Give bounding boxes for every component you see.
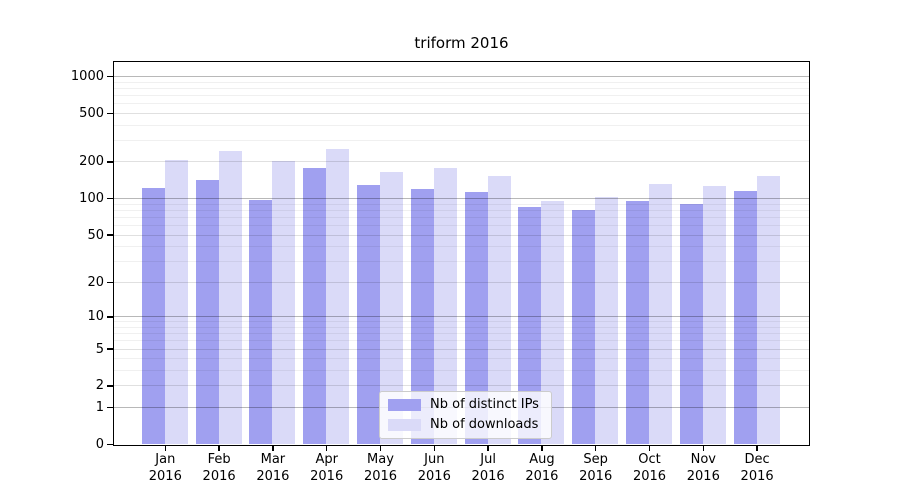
gridline xyxy=(114,139,809,141)
y-tick-mark xyxy=(107,443,113,446)
legend: Nb of distinct IPs Nb of downloads xyxy=(379,391,552,439)
y-tick-mark xyxy=(107,348,113,350)
legend-swatch-distinct-ips-icon xyxy=(388,399,421,411)
y-tick-label: 100 xyxy=(79,191,104,207)
x-tick-mark xyxy=(433,446,436,451)
x-tick-label: Oct 2016 xyxy=(632,452,667,484)
gridline xyxy=(114,87,809,89)
bar-nb-of-distinct-ips xyxy=(572,209,596,444)
x-tick-mark xyxy=(648,446,651,451)
legend-label-downloads: Nb of downloads xyxy=(430,417,539,432)
y-tick-label: 1 xyxy=(95,400,104,416)
bar-nb-of-downloads xyxy=(272,160,296,444)
gridline xyxy=(114,103,809,105)
plot-area: Nb of distinct IPs Nb of downloads xyxy=(113,61,810,446)
bar-nb-of-downloads xyxy=(433,167,457,444)
y-tick-label: 10 xyxy=(87,309,104,325)
x-tick-label: May 2016 xyxy=(363,452,398,484)
bar-nb-of-downloads xyxy=(649,183,672,444)
y-tick-mark xyxy=(107,281,113,284)
legend-label-distinct-ips: Nb of distinct IPs xyxy=(430,397,539,412)
bar-nb-of-distinct-ips xyxy=(357,185,380,444)
x-tick-label: Mar 2016 xyxy=(256,452,290,484)
bar-nb-of-distinct-ips xyxy=(410,188,434,444)
y-tick-mark xyxy=(107,197,113,200)
bar-nb-of-distinct-ips xyxy=(626,200,649,444)
bar-nb-of-downloads xyxy=(218,151,242,444)
x-tick-label: Nov 2016 xyxy=(686,452,720,484)
x-tick-mark xyxy=(702,446,705,451)
x-tick-mark xyxy=(164,446,167,451)
x-tick-mark xyxy=(379,446,382,451)
x-tick-label: Jul 2016 xyxy=(471,452,505,484)
y-tick-label: 0 xyxy=(95,437,104,452)
x-tick-label: Sep 2016 xyxy=(579,452,613,484)
y-tick-mark xyxy=(107,75,113,78)
bar-nb-of-distinct-ips xyxy=(464,192,488,444)
bar-nb-of-downloads xyxy=(595,197,619,444)
x-tick-label: Dec 2016 xyxy=(740,452,774,484)
x-tick-mark xyxy=(325,446,328,451)
x-tick-mark xyxy=(756,446,758,451)
y-tick-mark xyxy=(107,161,113,163)
gridline xyxy=(114,94,809,96)
x-tick-mark xyxy=(272,446,274,451)
y-tick-label: 200 xyxy=(79,154,104,170)
y-tick-mark xyxy=(107,316,113,318)
y-tick-label: 2 xyxy=(95,378,104,394)
x-tick-label: Feb 2016 xyxy=(202,452,236,484)
legend-item-distinct-ips: Nb of distinct IPs xyxy=(388,397,539,413)
x-tick-label: Jun 2016 xyxy=(417,452,451,484)
y-tick-label: 50 xyxy=(87,227,104,243)
x-tick-mark xyxy=(594,446,597,451)
gridline xyxy=(114,112,809,114)
x-tick-label: Aug 2016 xyxy=(525,452,559,484)
bar-nb-of-distinct-ips xyxy=(195,179,219,444)
bar-nb-of-distinct-ips xyxy=(249,200,273,444)
x-tick-mark xyxy=(487,446,489,451)
y-tick-label: 500 xyxy=(79,105,104,121)
x-tick-mark xyxy=(218,446,220,451)
bar-nb-of-distinct-ips xyxy=(679,204,703,444)
bar-nb-of-distinct-ips xyxy=(303,168,327,444)
x-tick-label: Jan 2016 xyxy=(148,452,182,484)
chart-title: triform 2016 xyxy=(414,34,509,52)
bar-nb-of-downloads xyxy=(164,159,188,444)
y-tick-label: 20 xyxy=(87,274,104,290)
bar-nb-of-downloads xyxy=(756,175,780,444)
y-tick-label: 1000 xyxy=(70,68,104,84)
bar-nb-of-downloads xyxy=(702,185,726,444)
y-tick-label: 5 xyxy=(95,341,104,357)
bar-nb-of-downloads xyxy=(380,172,403,444)
gridline xyxy=(114,124,809,126)
bar-nb-of-distinct-ips xyxy=(141,187,165,444)
bar-nb-of-distinct-ips xyxy=(518,207,542,444)
bar-nb-of-downloads xyxy=(541,200,565,444)
gridline xyxy=(114,75,809,77)
x-tick-mark xyxy=(541,446,543,451)
bar-nb-of-distinct-ips xyxy=(733,190,757,444)
y-tick-mark xyxy=(107,406,113,409)
bar-nb-of-downloads xyxy=(326,149,350,444)
legend-item-downloads: Nb of downloads xyxy=(388,417,539,433)
bar-nb-of-downloads xyxy=(487,176,511,444)
y-tick-mark xyxy=(107,385,113,387)
gridline xyxy=(114,81,809,83)
legend-swatch-downloads-icon xyxy=(388,419,421,431)
x-tick-label: Apr 2016 xyxy=(310,452,344,484)
y-tick-mark xyxy=(107,112,113,115)
y-tick-mark xyxy=(107,234,113,236)
